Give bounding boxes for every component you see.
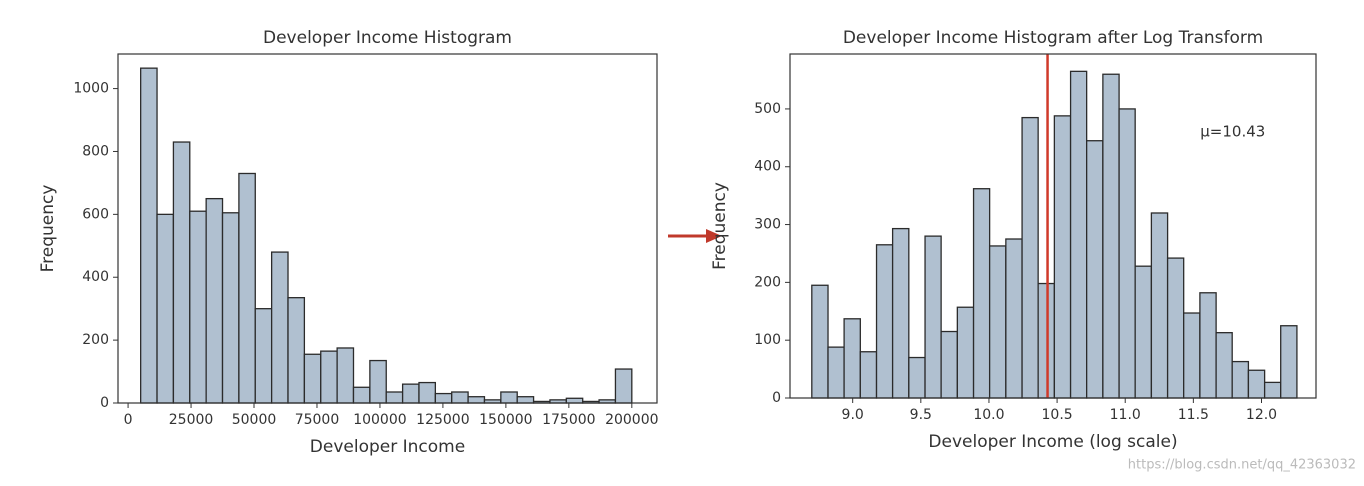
- y-tick-label: 1000: [73, 81, 109, 97]
- bar: [1183, 312, 1201, 399]
- bar: [843, 318, 861, 399]
- bar: [451, 391, 469, 404]
- x-tick-label: 11.0: [1110, 407, 1141, 423]
- y-tick-label: 100: [754, 332, 781, 348]
- bar: [1053, 115, 1072, 399]
- annotation: μ=10.43: [1200, 123, 1265, 141]
- x-tick-label: 10.0: [973, 407, 1004, 423]
- bar: [1005, 238, 1023, 399]
- bar: [500, 391, 518, 404]
- x-tick-label: 12.0: [1246, 407, 1277, 423]
- bar: [352, 386, 371, 404]
- x-axis-label: Developer Income (log scale): [928, 432, 1177, 452]
- bar: [287, 297, 306, 404]
- bar: [320, 350, 338, 404]
- bar: [956, 306, 975, 399]
- watermark: https://blog.csdn.net/qq_42363032: [1128, 458, 1356, 473]
- x-tick-label: 10.5: [1042, 407, 1073, 423]
- bar: [827, 346, 845, 399]
- bar: [908, 356, 926, 399]
- bar: [238, 172, 256, 404]
- x-tick-label: 9.0: [842, 407, 864, 423]
- x-tick-label: 175000: [542, 412, 595, 428]
- bar: [1118, 108, 1136, 399]
- bar: [1037, 282, 1056, 399]
- y-tick-label: 300: [754, 217, 781, 233]
- y-tick-label: 0: [772, 390, 781, 406]
- y-tick-label: 0: [100, 395, 109, 411]
- x-tick-label: 100000: [353, 412, 406, 428]
- bar: [1231, 360, 1250, 399]
- y-tick-label: 400: [82, 269, 109, 285]
- y-tick-label: 600: [82, 206, 109, 222]
- bar: [1086, 140, 1104, 399]
- y-tick-label: 200: [754, 274, 781, 290]
- bar: [418, 381, 437, 404]
- y-tick-label: 400: [754, 159, 781, 175]
- bar: [434, 392, 453, 404]
- bar: [336, 347, 355, 404]
- bar: [189, 210, 207, 404]
- plot-frame: [117, 53, 658, 404]
- x-tick-label: 125000: [416, 412, 469, 428]
- bar: [516, 396, 535, 404]
- bar: [254, 308, 273, 404]
- x-tick-label: 75000: [295, 412, 340, 428]
- bar: [385, 391, 404, 404]
- bar: [1215, 332, 1233, 399]
- bar: [940, 330, 958, 399]
- bar: [1134, 265, 1153, 399]
- x-axis-label: Developer Income: [310, 437, 465, 457]
- x-tick-label: 11.5: [1178, 407, 1209, 423]
- bar: [1069, 70, 1088, 399]
- x-tick-label: 25000: [169, 412, 214, 428]
- y-axis-label: Frequency: [38, 185, 58, 273]
- bar: [859, 351, 878, 399]
- bar: [988, 245, 1007, 399]
- y-tick-label: 800: [82, 143, 109, 159]
- bar: [221, 212, 240, 404]
- bar: [1280, 325, 1298, 399]
- bar: [303, 353, 322, 404]
- bar: [270, 251, 289, 404]
- bar: [1199, 292, 1217, 399]
- bar: [1166, 257, 1185, 399]
- bar: [156, 213, 175, 404]
- bar: [811, 284, 829, 399]
- x-tick-label: 50000: [232, 412, 277, 428]
- bar: [891, 227, 910, 399]
- bar: [924, 235, 942, 399]
- bar: [875, 244, 894, 399]
- bar: [401, 383, 420, 404]
- bar: [140, 67, 158, 404]
- bar: [467, 396, 486, 404]
- bar: [1247, 369, 1266, 399]
- y-tick-label: 200: [82, 332, 109, 348]
- bar: [1150, 212, 1169, 399]
- bar: [172, 141, 191, 404]
- x-tick-label: 150000: [479, 412, 532, 428]
- bar: [369, 359, 387, 404]
- chart-title: Developer Income Histogram after Log Tra…: [843, 28, 1263, 48]
- y-axis-label: Frequency: [710, 182, 730, 270]
- bar: [614, 368, 633, 404]
- bar: [1102, 73, 1120, 399]
- plot-frame: [789, 53, 1317, 399]
- bar: [1263, 381, 1282, 399]
- bar: [972, 188, 991, 399]
- bar: [205, 197, 224, 404]
- bar: [565, 397, 584, 404]
- y-tick-label: 500: [754, 101, 781, 117]
- x-tick-label: 200000: [605, 412, 658, 428]
- x-tick-label: 0: [124, 412, 133, 428]
- chart-title: Developer Income Histogram: [263, 28, 512, 48]
- bar: [1021, 116, 1039, 399]
- x-tick-label: 9.5: [910, 407, 932, 423]
- arrow-head: [706, 229, 722, 243]
